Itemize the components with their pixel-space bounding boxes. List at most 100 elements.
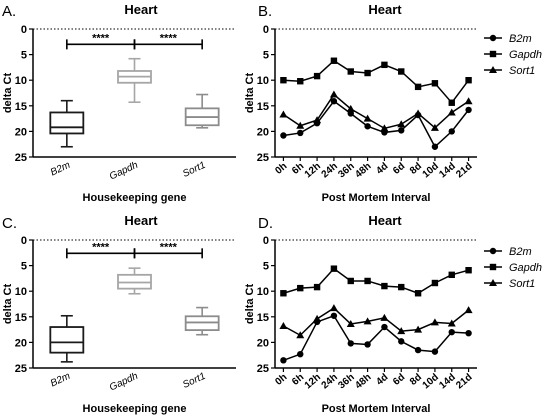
x-tick-label: 48h xyxy=(353,372,373,392)
series-line xyxy=(283,307,470,337)
panel-c: 0 5 10 15 20 25 delta Ct Heart C. B2m Gapdh Sort1 **… xyxy=(2,213,236,415)
data-point xyxy=(381,323,388,331)
x-tick-label: 4d xyxy=(374,372,390,388)
data-point xyxy=(347,68,354,75)
data-point xyxy=(364,69,371,77)
x-axis-label: Post Mortem Interval xyxy=(322,192,431,204)
data-point xyxy=(397,327,406,335)
data-point xyxy=(447,108,456,116)
significance-label: **** xyxy=(160,241,178,253)
y-tick-label: 5 xyxy=(21,50,27,62)
data-point xyxy=(313,72,321,80)
chart-title: Heart xyxy=(124,2,158,17)
y-tick-label: 0 xyxy=(263,235,269,247)
y-tick-label: 25 xyxy=(15,152,27,164)
data-point xyxy=(363,114,372,122)
y-axis-label: delta Ct xyxy=(2,283,14,324)
data-point xyxy=(364,341,371,348)
data-point xyxy=(346,319,355,327)
data-point xyxy=(280,132,287,139)
data-point xyxy=(280,290,287,297)
x-tick-label: 0h xyxy=(273,161,289,177)
series-sort1 xyxy=(279,304,473,339)
box-sort1 xyxy=(184,93,220,129)
data-point xyxy=(398,283,405,291)
panel-label: C. xyxy=(2,215,17,232)
y-tick-label: 15 xyxy=(257,101,269,113)
series-line xyxy=(283,59,470,104)
data-point xyxy=(414,109,423,117)
y-tick-label: 20 xyxy=(15,337,27,349)
legend-item: B2m xyxy=(484,33,532,45)
data-point xyxy=(279,110,288,118)
box-gapdh xyxy=(117,57,152,104)
y-tick-label: 15 xyxy=(257,312,269,324)
y-axis-label: delta Ct xyxy=(244,283,256,324)
data-point xyxy=(398,68,405,75)
data-point xyxy=(398,127,405,134)
legend-marker xyxy=(489,66,497,73)
y-tick-label: 5 xyxy=(263,261,269,273)
x-axis-label: Housekeeping gene xyxy=(83,403,187,415)
legend-label: B2m xyxy=(509,33,532,45)
box-b2m xyxy=(49,99,85,148)
data-point xyxy=(364,123,371,130)
legend-marker xyxy=(489,279,497,286)
y-tick-label: 0 xyxy=(263,24,269,36)
x-tick-label: 0h xyxy=(273,372,289,388)
x-tick-label: 6d xyxy=(391,372,407,388)
data-point xyxy=(431,279,439,287)
x-tick-label: Sort1 xyxy=(181,371,207,391)
series-gapdh xyxy=(280,57,472,106)
data-point xyxy=(297,129,304,137)
data-point xyxy=(296,121,305,129)
legend-label: Sort1 xyxy=(509,278,535,290)
y-axis-label: delta Ct xyxy=(2,72,14,113)
data-point xyxy=(430,123,439,131)
data-point xyxy=(431,143,439,150)
data-point xyxy=(313,314,322,322)
data-point xyxy=(448,128,455,135)
y-tick-label: 20 xyxy=(257,126,269,138)
significance-label: **** xyxy=(92,32,110,44)
legend-marker xyxy=(489,50,497,58)
chart-title: Heart xyxy=(368,213,402,228)
data-point xyxy=(313,283,321,291)
x-tick-label: 6d xyxy=(391,161,407,177)
chart-title: Heart xyxy=(124,213,158,228)
data-point xyxy=(380,124,389,132)
legend-label: B2m xyxy=(509,246,532,258)
data-point xyxy=(465,267,472,274)
series-line xyxy=(283,100,470,148)
series-gapdh xyxy=(280,265,472,297)
x-tick-label: 21d xyxy=(454,372,474,392)
x-tick-label: 48h xyxy=(353,161,373,181)
data-point xyxy=(465,106,472,114)
data-point xyxy=(448,271,455,279)
data-point xyxy=(330,265,338,272)
data-point xyxy=(414,290,422,297)
data-point xyxy=(448,99,455,106)
x-tick-label: B2m xyxy=(49,371,72,390)
legend-marker xyxy=(489,34,497,42)
data-point xyxy=(330,57,338,64)
data-point xyxy=(447,319,456,327)
data-point xyxy=(329,304,338,312)
data-point xyxy=(280,77,287,84)
data-point xyxy=(414,325,423,333)
series-line xyxy=(283,314,469,362)
panel-label: B. xyxy=(258,3,272,20)
y-tick-label: 0 xyxy=(21,235,27,247)
y-tick-label: 5 xyxy=(21,261,27,273)
data-point xyxy=(465,329,472,337)
panel-a: 0 5 10 15 20 25 delta Ct Heart A. B2m Gapdh Sort1 **… xyxy=(2,2,236,204)
data-point xyxy=(313,116,322,124)
legend-item: Sort1 xyxy=(484,278,535,290)
data-point xyxy=(297,350,304,358)
data-point xyxy=(347,110,354,117)
significance-bracket: **** xyxy=(133,241,203,259)
data-point xyxy=(381,61,388,69)
legend-label: Sort1 xyxy=(509,65,535,77)
legend-item: B2m xyxy=(484,246,532,258)
